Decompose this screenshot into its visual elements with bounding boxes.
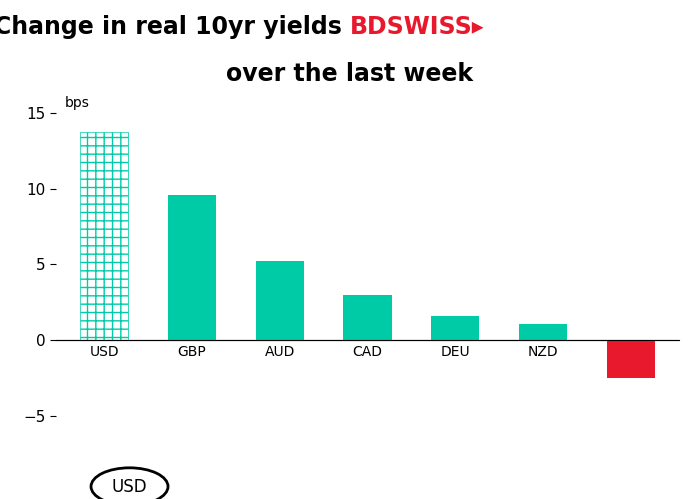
Bar [519,324,567,340]
Bar [256,261,304,340]
Bar [344,295,391,340]
Bar [80,132,128,340]
Text: bps: bps [65,96,90,110]
Text: USD: USD [112,478,147,496]
Text: Change in real 10yr yields: Change in real 10yr yields [0,15,350,39]
Bar [168,195,216,340]
Bar [431,316,480,340]
Bar [607,340,655,378]
Text: over the last week: over the last week [226,62,474,86]
Text: BDSWISS▸: BDSWISS▸ [350,15,484,39]
